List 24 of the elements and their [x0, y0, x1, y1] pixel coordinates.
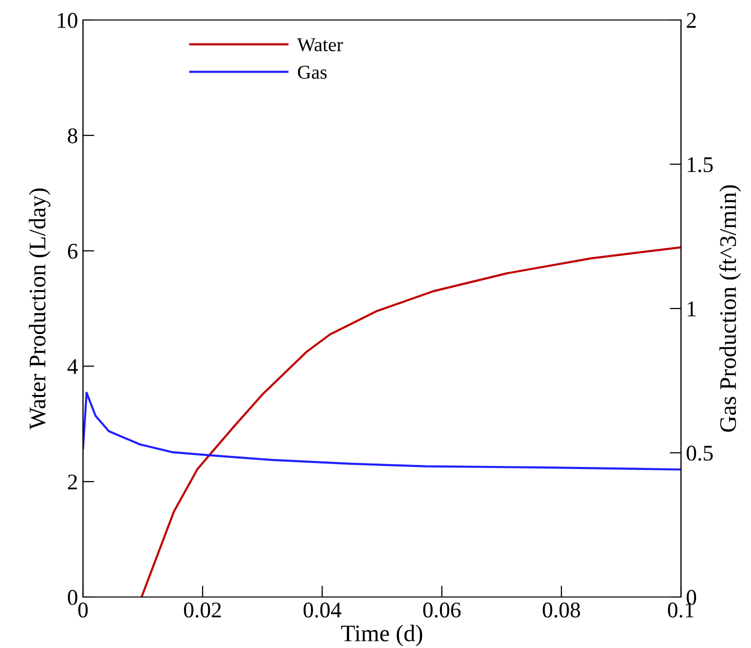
y-tick-label: 0 — [68, 590, 78, 605]
y-tick-label: 10 — [58, 12, 78, 28]
x-tick-label: 0.02 — [184, 602, 221, 618]
y2-tick-label: 0.5 — [686, 446, 713, 461]
y2-tick-label: 2 — [686, 12, 696, 28]
y-tick-label: 6 — [68, 244, 78, 259]
legend-label: Water — [297, 38, 343, 52]
y-tick-label: 4 — [67, 359, 78, 374]
y2-tick-label: 1 — [688, 302, 696, 316]
x-tick-label: 0.06 — [423, 602, 461, 618]
y-axis-title: Water Production (L/day) — [28, 188, 50, 430]
y-tick-label: 2 — [68, 474, 77, 490]
x-tick-label: 0 — [78, 602, 88, 618]
x-tick-label: 0.1 — [668, 602, 694, 618]
y-tick-label: 8 — [68, 128, 78, 144]
y2-tick-label: 1.5 — [688, 157, 713, 172]
x-tick-label: 0.08 — [542, 602, 580, 618]
y2-axis-title: Gas Production (ft^3/min) — [719, 185, 741, 432]
x-tick-label: 0.04 — [304, 602, 342, 618]
x-axis-title: Time (d) — [341, 624, 422, 646]
line-series — [83, 392, 681, 471]
legend-label: Gas — [298, 66, 327, 79]
line-series — [140, 246, 681, 597]
y2-tick-label: 0 — [686, 590, 696, 605]
